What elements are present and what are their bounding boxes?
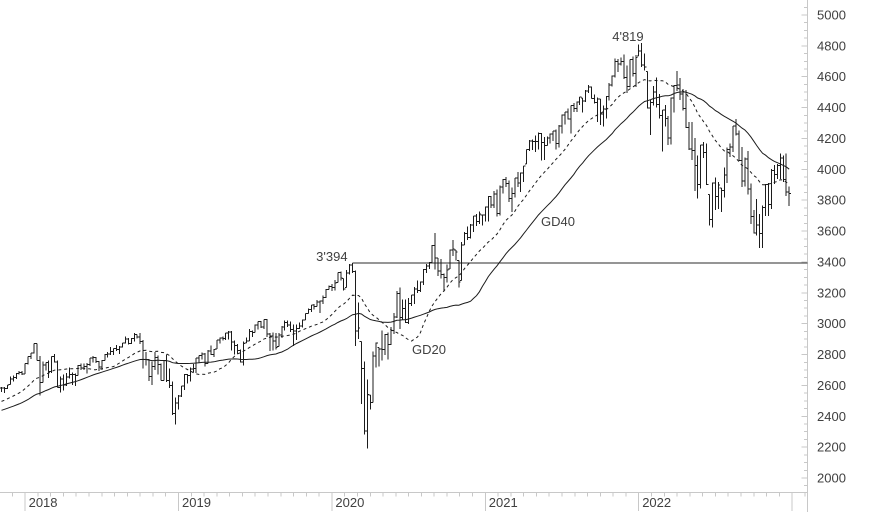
y-tick-label: 2800	[817, 347, 846, 362]
x-tick-label: 2019	[182, 495, 211, 510]
x-tick-label: 2022	[642, 495, 671, 510]
gd20-line	[1, 79, 790, 402]
gd40-label: GD40	[541, 214, 575, 229]
y-axis-labels: 2000 2200 2400 2600 2800 3000 3200 3400 3600 3800…	[817, 8, 846, 486]
y-tick-label: 4000	[817, 162, 846, 177]
x-tick-label: 2020	[335, 495, 364, 510]
y-tick-label: 4200	[817, 131, 846, 146]
y-tick-label: 4600	[817, 69, 846, 84]
y-tick-label: 3000	[817, 316, 846, 331]
y-tick-label: 3800	[817, 193, 846, 208]
peak-value-label: 4'819	[612, 29, 643, 44]
x-axis-labels: 2018 2019 2020 2021 2022	[29, 495, 672, 510]
y-tick-label: 2000	[817, 471, 846, 486]
y-tick-label: 5000	[817, 8, 846, 23]
ohlc-bars	[0, 42, 791, 449]
x-tick-label: 2021	[489, 495, 518, 510]
axes	[0, 0, 808, 512]
y-tick-label: 3200	[817, 285, 846, 300]
y-tick-label: 4400	[817, 100, 846, 115]
gd40-line	[1, 91, 790, 411]
annotations: 4'819 3'394 GD40 GD20	[316, 29, 644, 357]
x-tick-label: 2018	[29, 495, 58, 510]
y-tick-label: 2600	[817, 378, 846, 393]
y-tick-label: 4800	[817, 38, 846, 53]
gd20-label: GD20	[412, 342, 446, 357]
y-tick-label: 3400	[817, 254, 846, 269]
y-tick-label: 2200	[817, 440, 846, 455]
y-tick-label: 2400	[817, 409, 846, 424]
y-tick-label: 3600	[817, 224, 846, 239]
level-value-label: 3'394	[316, 249, 347, 264]
